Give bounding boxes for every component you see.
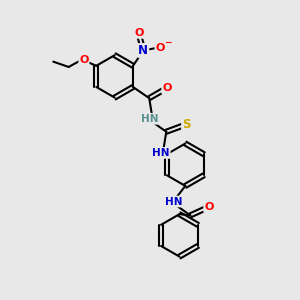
Text: −: −	[164, 38, 172, 47]
Text: O: O	[134, 28, 144, 38]
Text: HN: HN	[165, 196, 182, 206]
Text: HN: HN	[141, 114, 159, 124]
Text: N: N	[138, 44, 148, 57]
Text: O: O	[155, 43, 165, 52]
Text: S: S	[182, 118, 190, 130]
Text: O: O	[204, 202, 214, 212]
Text: HN: HN	[152, 148, 170, 158]
Text: O: O	[162, 83, 172, 93]
Text: O: O	[79, 56, 88, 65]
